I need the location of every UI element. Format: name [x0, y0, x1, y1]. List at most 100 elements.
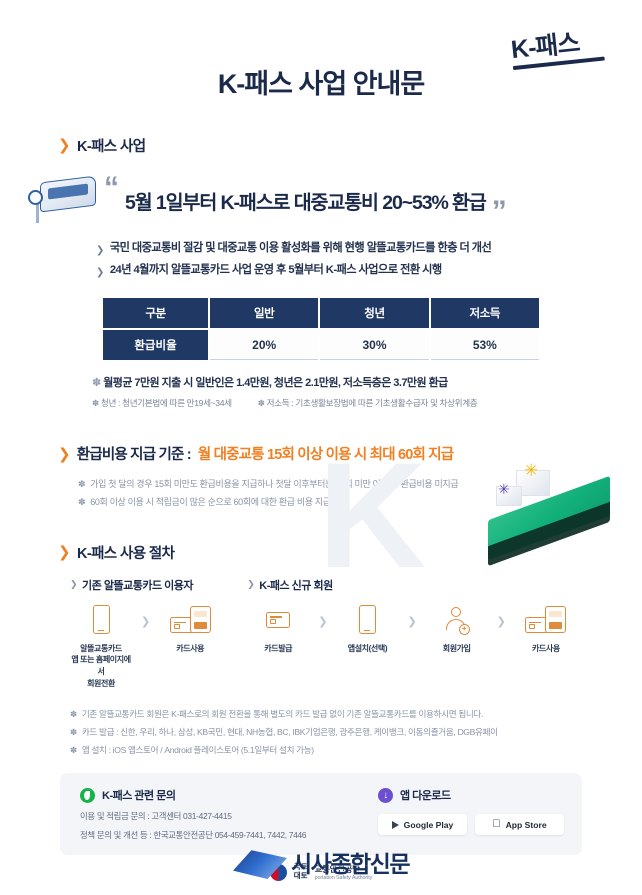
app-store-button[interactable]:  App Store — [475, 814, 564, 836]
contact-download-panel: K-패스 관련 문의 이용 및 적립금 문의 : 고객센터 031-427-44… — [60, 773, 582, 856]
chevron-right-icon: ❯ — [141, 615, 151, 628]
table-note-sub-lowincome-label: 저소득 : 기초생활보장법에 따른 기초생활수급자 및 차상위계층 — [266, 398, 478, 408]
chevron-right-icon: ❯ — [247, 579, 255, 590]
section-heading-procedure-label: K-패스 사용 절차 — [76, 545, 175, 562]
list-item-label: 24년 4월까지 알뜰교통카드 사업 운영 후 5월부터 K-패스 사업으로 전… — [109, 264, 442, 276]
star-icon: ✽ — [257, 398, 265, 408]
list-item-label: 앱 설치 : iOS 앱스토어 / Android 플레이스토어 (5.1일부터… — [81, 745, 314, 756]
list-item: ❯ 24년 4월까지 알뜰교통카드 사업 운영 후 5월부터 K-패스 사업으로… — [96, 260, 642, 282]
google-play-button[interactable]: Google Play — [378, 814, 467, 836]
table-cell-youth-rate: 30% — [320, 330, 429, 360]
flow-steps-existing: 알뜰교통카드 앱 또는 홈페이지에서 회원전환 ❯ 카드사용 — [70, 603, 221, 689]
list-item: ✽ 앱 설치 : iOS 앱스토어 / Android 플레이스토어 (5.1일… — [70, 741, 642, 759]
download-section: 앱 다운로드 Google Play  App Store — [378, 787, 564, 836]
star-icon: ✽ — [78, 497, 86, 508]
section-heading-criteria: ❯ 환급비용 지급 기준 : 월 대중교통 15회 이상 이용 시 최대 60회… — [58, 443, 642, 464]
chevron-right-icon: ❯ — [70, 579, 78, 590]
flow-step: 알뜰교통카드 앱 또는 홈페이지에서 회원전환 — [70, 603, 132, 689]
star-icon: ✽ — [78, 479, 86, 489]
agency-name: 교통안전공단 — [314, 864, 360, 874]
flow-step-label: 카드사용 — [531, 643, 560, 653]
gov-logo-line1: 국토 — [293, 862, 308, 872]
background-letter-k: K — [318, 431, 427, 599]
contact-line-usage: 이용 및 적립금 문의 : 고객센터 031-427-4415 — [80, 811, 232, 822]
credit-card-icon — [247, 603, 309, 637]
chevron-right-icon: ❯ — [58, 543, 71, 561]
quote-banner: “ 5월 1일부터 K-패스로 대중교통비 20~53% 환급 ” — [28, 172, 612, 228]
agency-subtitle: portation Safety Authority — [314, 875, 373, 881]
table-note-sub-row: ✽ 청년 : 청년기본법에 따른 만19세~34세 ✽ 저소득 : 기초생활보장… — [92, 397, 642, 409]
section-heading-business: ❯ K-패스 사업 — [58, 135, 642, 156]
criteria-heading-accent: 월 대중교통 15회 이상 이용 시 최대 60회 지급 — [197, 447, 454, 463]
flow-new-member: ❯ K-패스 신규 회원 카드발급 ❯ 앱설치(선택) ❯ + — [247, 577, 577, 689]
card-terminal-icon — [159, 603, 221, 637]
blue-bus-illustration-icon — [28, 173, 104, 227]
flow-title-existing: ❯ 기존 알뜰교통카드 이용자 — [70, 577, 221, 593]
star-icon: ✽ — [92, 398, 99, 408]
chevron-right-icon: ❯ — [58, 137, 71, 154]
flow-step-label: 앱설치(선택) — [347, 643, 388, 653]
list-item-label: 60회 이상 이용 시 적립금이 많은 순으로 60회에 대한 환급 비용 지급 — [90, 497, 331, 508]
mobile-phone-icon — [336, 603, 398, 637]
chevron-right-icon: ❯ — [318, 615, 328, 628]
table-note-sub-youth: ✽ 청년 : 청년기본법에 따른 만19세~34세 — [92, 397, 232, 409]
google-play-label: Google Play — [403, 819, 454, 830]
refund-rate-table: 구분 일반 청년 저소득 환급비율 20% 30% 53% — [101, 296, 541, 362]
flow-step-label: 카드사용 — [176, 643, 205, 653]
list-item-label: 가입 첫 달의 경우 15회 미만도 환급비용을 지급하나 첫달 이후부터는 1… — [90, 479, 459, 489]
apple-icon:  — [492, 819, 500, 830]
download-circle-icon — [378, 787, 393, 803]
chevron-right-icon: ❯ — [58, 446, 71, 463]
star-icon: ✽ — [70, 727, 77, 738]
flow-step-label: 카드발급 — [264, 643, 293, 653]
download-title-label: 앱 다운로드 — [400, 790, 451, 803]
list-item: ❯ 국민 대중교통비 절감 및 대중교통 이용 활성화를 위해 현행 알뜰교통카… — [96, 238, 642, 260]
flow-step: 카드발급 — [247, 603, 309, 655]
phone-circle-icon — [80, 787, 95, 803]
person-add-icon: + — [426, 603, 488, 637]
list-item: ✽ 기존 알뜰교통카드 회원은 K-패스로의 회원 전환을 통해 별도의 카드 … — [70, 705, 642, 723]
flow-title-existing-label: 기존 알뜰교통카드 이용자 — [82, 579, 193, 592]
flow-step: + 회원가입 — [426, 603, 488, 655]
page-title: K-패스 사업 안내문 — [217, 69, 425, 99]
contact-line-policy: 정책 문의 및 개선 등 : 한국교통안전공단 054-459-7441, 74… — [80, 830, 307, 841]
google-play-icon — [391, 820, 399, 829]
table-header-cell: 일반 — [210, 298, 319, 328]
chevron-right-icon: ❯ — [96, 267, 104, 278]
green-bus-gift-illustration-icon: ✳ ✳ — [464, 462, 634, 567]
chevron-right-icon: ❯ — [496, 615, 506, 628]
flow-step-label: 회원가입 — [442, 643, 471, 653]
korea-gov-emblem-icon — [269, 863, 287, 881]
store-button-row: Google Play  App Store — [378, 814, 564, 836]
table-row-label: 환급비율 — [103, 330, 208, 360]
list-item-label: 카드 발급 : 신한, 우리, 하나, 삼성, KB국민, 현대, NH농협, … — [81, 727, 498, 738]
flow-existing-user: ❯ 기존 알뜰교통카드 이용자 알뜰교통카드 앱 또는 홈페이지에서 회원전환 … — [70, 577, 221, 689]
quote-close-mark: ” — [491, 195, 507, 228]
table-cell-general-rate: 20% — [210, 330, 319, 360]
chevron-right-icon: ❯ — [96, 245, 104, 256]
procedure-note-list: ✽ 기존 알뜰교통카드 회원은 K-패스로의 회원 전환을 통해 별도의 카드 … — [70, 705, 642, 759]
section-heading-business-label: K-패스 사업 — [76, 139, 146, 155]
flow-title-new: ❯ K-패스 신규 회원 — [247, 577, 577, 593]
flow-title-new-label: K-패스 신규 회원 — [259, 579, 333, 592]
list-item: ✽ 60회 이상 이용 시 적립금이 많은 순으로 60회에 대한 환급 비용 … — [78, 493, 642, 511]
gov-logo-text: 국토 대토 — [294, 863, 308, 880]
list-item-label: 기존 알뜰교통카드 회원은 K-패스로의 회원 전환을 통해 별도의 카드 발급… — [81, 709, 484, 720]
flow-step: 앱설치(선택) — [336, 603, 398, 655]
flow-step: 카드사용 — [159, 603, 221, 655]
download-title: 앱 다운로드 — [378, 787, 564, 803]
chevron-right-icon: ❯ — [407, 615, 417, 628]
star-icon: ✽ — [92, 377, 101, 389]
quote-headline: 5월 1일부터 K-패스로 대중교통비 20~53% 환급 — [125, 191, 487, 214]
card-terminal-icon — [515, 603, 577, 637]
gov-logo-line2: 대토 — [293, 871, 308, 880]
table-note-main-label: 월평균 7만원 지출 시 일반인은 1.4만원, 청년은 2.1만원, 저소득층… — [103, 377, 448, 389]
table-note-main: ✽ 월평균 7만원 지출 시 일반인은 1.4만원, 청년은 2.1만원, 저소… — [92, 374, 642, 390]
contact-section: K-패스 관련 문의 이용 및 적립금 문의 : 고객센터 031-427-44… — [80, 787, 378, 841]
table-row: 환급비율 20% 30% 53% — [103, 330, 539, 360]
list-item: ✽ 카드 발급 : 신한, 우리, 하나, 삼성, KB국민, 현대, NH농협… — [70, 723, 642, 741]
table-header-cell: 구분 — [103, 298, 208, 328]
footer-logos: 국토 대토 교통안전공단 portation Safety Authority — [0, 863, 642, 881]
list-item-label: 국민 대중교통비 절감 및 대중교통 이용 활성화를 위해 현행 알뜰교통카드를… — [109, 242, 492, 254]
